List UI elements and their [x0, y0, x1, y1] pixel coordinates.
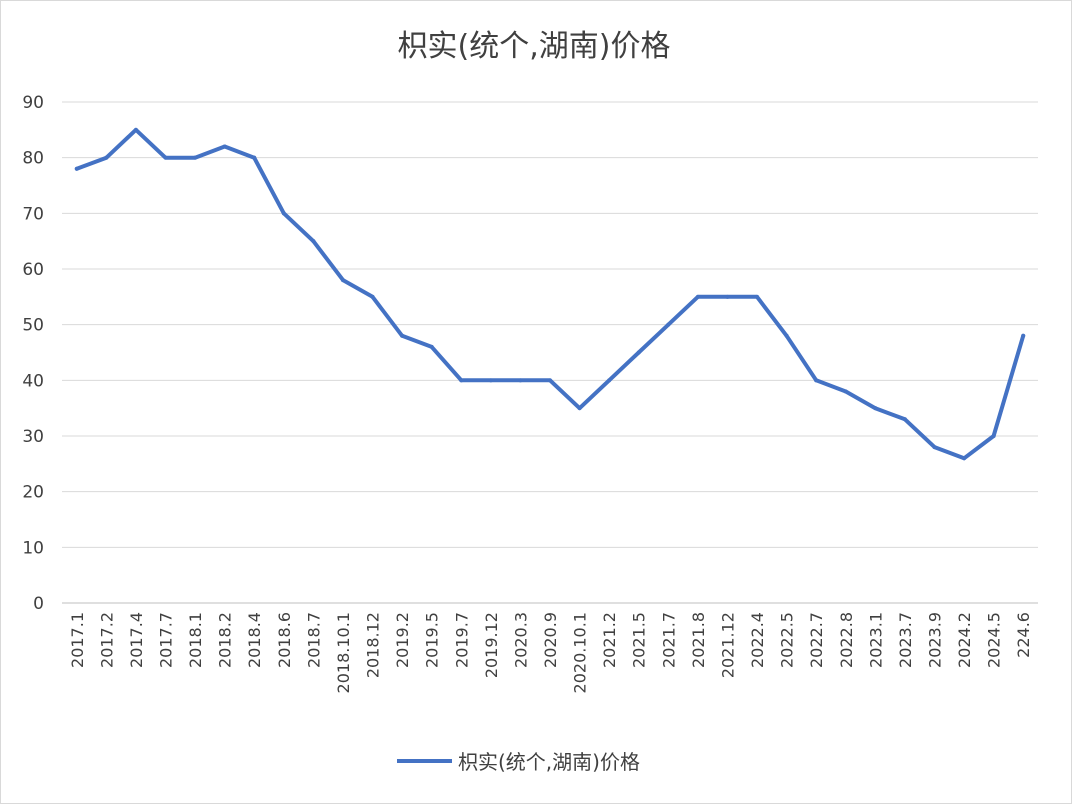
x-tick-label: 2020.3 [511, 612, 530, 668]
data-point [340, 278, 345, 283]
data-point [459, 378, 464, 383]
y-tick-label: 70 [22, 204, 44, 224]
x-tick-label: 2021.7 [659, 612, 678, 668]
y-tick-label: 20 [22, 483, 44, 503]
data-point [666, 322, 671, 327]
data-point [725, 294, 730, 299]
y-axis-ticks: 0 10 20 30 40 50 60 70 80 90 [22, 93, 44, 614]
data-point [962, 456, 967, 461]
y-tick-label: 90 [22, 93, 44, 113]
data-point [518, 378, 523, 383]
data-point [193, 155, 198, 160]
x-tick-label: 2019.5 [423, 612, 442, 668]
x-tick-label: 2021.8 [689, 612, 708, 668]
data-point [577, 406, 582, 411]
x-axis-ticks: 2017.1 2017.2 2017.4 2017.7 2018.1 2018.2 2018… [68, 612, 1033, 693]
data-point [400, 333, 405, 338]
data-point [104, 155, 109, 160]
y-tick-label: 10 [22, 538, 44, 558]
data-point [311, 239, 316, 244]
chart-title: 枳实(统个,湖南)价格 [398, 29, 671, 64]
x-tick-label: 2017.7 [157, 612, 176, 668]
data-point [784, 333, 789, 338]
y-tick-label: 80 [22, 149, 44, 169]
x-tick-label: 2018.6 [275, 612, 294, 668]
x-tick-label: 2023.7 [896, 612, 915, 668]
data-point [932, 445, 937, 450]
data-point [74, 166, 79, 171]
data-point [133, 127, 138, 132]
x-tick-label: 2021.5 [630, 612, 649, 668]
data-point [281, 211, 286, 216]
x-tick-label: 2018.7 [304, 612, 323, 668]
series-layer [74, 127, 1026, 461]
y-tick-label: 0 [33, 594, 44, 614]
data-point [488, 378, 493, 383]
x-tick-label: 2019.2 [393, 612, 412, 668]
x-tick-label: 2017.4 [127, 612, 146, 668]
data-point [814, 378, 819, 383]
x-tick-label: 2019.12 [482, 612, 501, 678]
data-point [429, 344, 434, 349]
legend-label: 枳实(统个,湖南)价格 [458, 750, 640, 774]
x-tick-label: 2018.4 [245, 612, 264, 668]
x-tick-label: 2023.9 [925, 612, 944, 668]
x-tick-label: 2024.5 [985, 612, 1004, 668]
x-tick-label: 2020.10.1 [571, 612, 590, 693]
data-point [548, 378, 552, 383]
gridlines [62, 101, 1038, 604]
data-point [1021, 333, 1026, 338]
x-tick-label: 2018.10.1 [334, 612, 353, 693]
x-tick-label: 2018.12 [364, 612, 383, 678]
x-tick-label: 2022.4 [748, 612, 767, 668]
data-point [843, 389, 848, 394]
y-tick-label: 30 [22, 427, 44, 447]
x-tick-label: 2021.12 [718, 612, 737, 678]
data-point [163, 155, 168, 160]
x-tick-label: 2023.1 [866, 612, 885, 668]
data-point [755, 294, 760, 299]
x-tick-label: 2020.9 [541, 612, 560, 668]
x-tick-label: 2021.2 [600, 612, 619, 668]
x-tick-label: 2022.5 [778, 612, 797, 668]
data-point [991, 434, 996, 438]
x-tick-label: 2017.1 [68, 612, 87, 668]
x-tick-label: 2018.2 [216, 612, 235, 668]
data-point [370, 294, 375, 299]
y-tick-label: 50 [22, 316, 44, 336]
legend: 枳实(统个,湖南)价格 [397, 750, 640, 774]
data-point [636, 350, 641, 355]
data-point [607, 378, 612, 383]
x-tick-label: 2022.8 [837, 612, 856, 668]
data-point [252, 155, 257, 160]
x-tick-label: 2022.7 [807, 612, 826, 668]
y-tick-label: 40 [22, 371, 44, 391]
x-tick-label: 224.6 [1014, 612, 1033, 658]
x-tick-label: 2024.2 [955, 612, 974, 668]
x-tick-label: 2019.7 [452, 612, 471, 668]
series-line [74, 127, 1026, 461]
x-tick-label: 2018.1 [186, 612, 205, 668]
x-tick-label: 2017.2 [97, 612, 116, 668]
data-point [902, 417, 907, 422]
data-point [695, 294, 700, 299]
data-point [873, 406, 878, 411]
data-point [222, 144, 227, 149]
y-tick-label: 60 [22, 260, 44, 280]
